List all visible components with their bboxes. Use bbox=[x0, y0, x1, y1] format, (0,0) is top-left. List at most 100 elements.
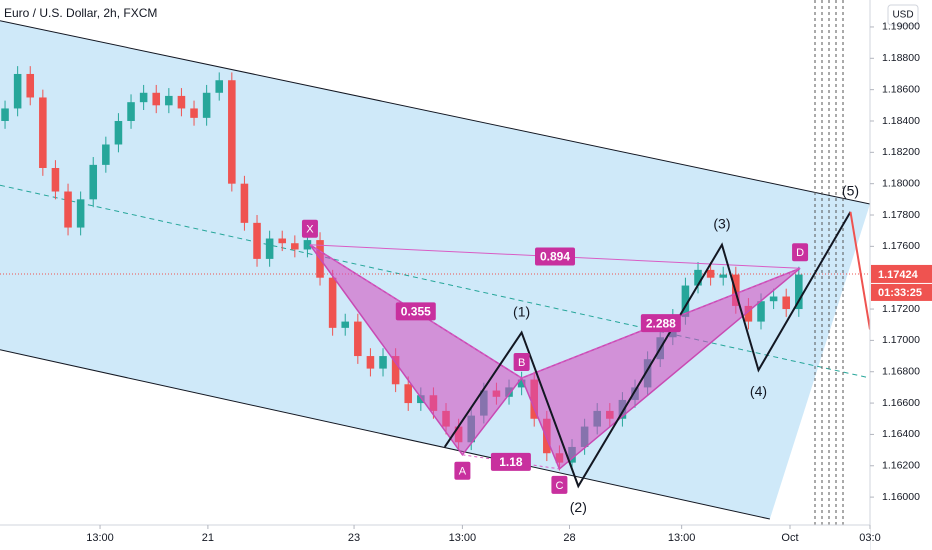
candle-body bbox=[76, 199, 85, 228]
x-tick-label: 13:00 bbox=[668, 532, 696, 544]
candle-body bbox=[190, 108, 198, 118]
candle-body bbox=[202, 92, 211, 118]
y-tick-label: 1.17600 bbox=[882, 240, 920, 252]
harmonic-ratio-line bbox=[521, 267, 801, 379]
plot-area: 0.355 1.18 0.894 2.288 X A B C D (1) (2) (3) (4) (5) bbox=[0, 0, 870, 525]
wave-label: (5) bbox=[842, 183, 859, 199]
wave-label: (2) bbox=[570, 499, 587, 515]
candle-body bbox=[265, 238, 274, 259]
candle-body bbox=[114, 120, 123, 145]
ratio-label: 0.355 bbox=[401, 305, 431, 319]
ratio-box bbox=[395, 302, 436, 321]
candle-body bbox=[417, 395, 425, 404]
y-tick-label: 1.18000 bbox=[882, 177, 920, 189]
wave-line bbox=[443, 211, 852, 489]
currency-label[interactable]: USD bbox=[892, 10, 913, 21]
x-tick-label: Oct bbox=[781, 532, 798, 544]
candle-body bbox=[89, 164, 98, 200]
candle-body bbox=[782, 296, 790, 310]
y-tick-label: 1.17800 bbox=[882, 209, 920, 221]
point-box bbox=[301, 219, 318, 238]
channel-lower bbox=[0, 349, 770, 520]
last-price-box bbox=[871, 264, 932, 283]
candle-body bbox=[379, 356, 387, 369]
point-label: C bbox=[555, 480, 563, 492]
y-tick-label: 1.16400 bbox=[882, 428, 920, 440]
x-tick-label: 23 bbox=[348, 532, 360, 544]
candle-body bbox=[253, 222, 261, 259]
y-tick-label: 1.16200 bbox=[882, 460, 920, 472]
y-tick-label: 1.16800 bbox=[882, 366, 920, 378]
currency-button[interactable] bbox=[887, 4, 919, 26]
candle-body bbox=[719, 274, 727, 278]
ratio-box bbox=[640, 314, 681, 333]
candle-body bbox=[404, 384, 413, 404]
candle-body bbox=[1, 108, 9, 121]
y-tick-label: 1.16000 bbox=[882, 491, 920, 503]
candle-body bbox=[102, 144, 110, 165]
point-box bbox=[551, 475, 568, 494]
candle-body bbox=[152, 92, 161, 106]
ratio-label: 1.18 bbox=[499, 455, 523, 469]
point-label: D bbox=[796, 247, 804, 259]
candle-body bbox=[795, 274, 803, 310]
candle-body bbox=[391, 356, 400, 385]
candle-body bbox=[127, 102, 135, 121]
candle-body bbox=[757, 301, 765, 322]
y-tick-label: 1.18800 bbox=[882, 52, 920, 64]
ratio-label: 0.894 bbox=[540, 250, 570, 264]
candle-body bbox=[51, 168, 60, 192]
point-box bbox=[513, 353, 530, 371]
wave-label: (3) bbox=[713, 215, 730, 231]
x-tick-label: 28 bbox=[563, 532, 575, 544]
y-tick-label: 1.17200 bbox=[882, 303, 920, 315]
wave-label: (1) bbox=[513, 303, 530, 319]
projection-line bbox=[849, 211, 870, 330]
channel-fill bbox=[0, 20, 870, 520]
candle-body bbox=[517, 379, 526, 388]
candle-body bbox=[64, 191, 72, 228]
candle-body bbox=[291, 243, 299, 250]
candle-body bbox=[240, 183, 249, 223]
x-tick-label: 13:00 bbox=[86, 532, 114, 544]
point-box bbox=[792, 243, 809, 262]
candle-body bbox=[278, 238, 287, 244]
candle-body bbox=[681, 285, 690, 317]
x-tick-label: 21 bbox=[202, 532, 214, 544]
point-label: X bbox=[306, 224, 314, 236]
y-tick-label: 1.18400 bbox=[882, 115, 920, 127]
chart-title: Euro / U.S. Dollar, 2h, FXCM bbox=[4, 6, 157, 20]
x-tick-label: 03:0 bbox=[859, 532, 880, 544]
y-tick-label: 1.18600 bbox=[882, 83, 920, 95]
candle-body bbox=[303, 240, 312, 250]
time-axis-panel bbox=[0, 525, 870, 550]
ratio-label: 2.288 bbox=[646, 316, 676, 330]
candle-body bbox=[354, 321, 362, 357]
last-price-label: 1.17424 bbox=[878, 269, 919, 281]
point-label: A bbox=[459, 466, 467, 478]
candle-body bbox=[341, 321, 350, 328]
point-box bbox=[454, 461, 471, 480]
candle-body bbox=[215, 80, 224, 93]
ratio-box bbox=[490, 452, 531, 471]
candle-body bbox=[165, 95, 173, 106]
y-tick-label: 1.19000 bbox=[882, 21, 920, 33]
ratio-box bbox=[535, 247, 576, 266]
candle-body bbox=[139, 92, 148, 103]
candle-body bbox=[228, 80, 236, 184]
x-tick-label: 13:00 bbox=[449, 532, 477, 544]
channel-upper bbox=[0, 20, 870, 205]
channel-middle bbox=[0, 184, 870, 379]
candle-body bbox=[39, 97, 47, 168]
candle-body bbox=[769, 296, 778, 302]
candle-body bbox=[328, 277, 337, 328]
candle-body bbox=[694, 269, 702, 286]
y-tick-label: 1.18200 bbox=[882, 146, 920, 158]
y-tick-label: 1.17000 bbox=[882, 334, 920, 346]
y-tick-label: 1.16600 bbox=[882, 397, 920, 409]
candle-body bbox=[706, 269, 715, 278]
countdown-label: 01:33:25 bbox=[878, 287, 922, 299]
candle-body bbox=[744, 305, 753, 322]
